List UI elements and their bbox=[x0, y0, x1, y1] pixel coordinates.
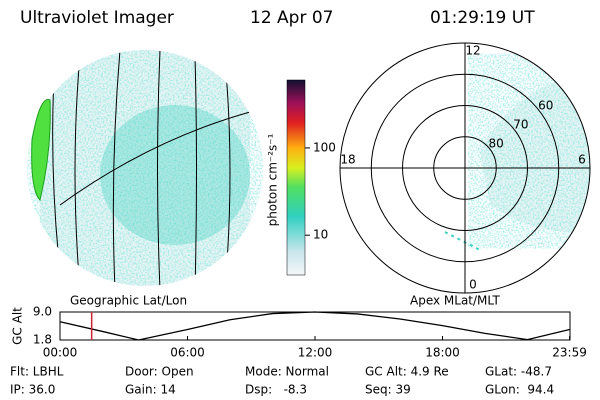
ring-label: 70 bbox=[513, 118, 528, 132]
ring-label: 60 bbox=[538, 99, 553, 113]
info-field: Mode: Normal bbox=[245, 365, 329, 379]
polar-ring bbox=[433, 136, 497, 200]
colorbar-label: photon cm⁻²s⁻¹ bbox=[266, 133, 280, 226]
altitude-line bbox=[59, 311, 570, 341]
title: Ultraviolet Imager bbox=[20, 8, 174, 28]
info-field: IP: 36.0 bbox=[10, 383, 55, 397]
colorbar-tick-label: 100 bbox=[313, 140, 336, 154]
geo-label: Geographic Lat/Lon bbox=[70, 294, 187, 308]
info-field: Gain: 14 bbox=[125, 383, 176, 397]
info-field: Seq: 39 bbox=[365, 383, 411, 397]
mlt-label: 12 bbox=[465, 44, 480, 58]
mlt-label: 6 bbox=[578, 153, 586, 167]
polar-image bbox=[444, 70, 590, 251]
info-field: Door: Open bbox=[125, 365, 194, 379]
x-tick-label: 23:59 bbox=[552, 346, 587, 360]
ring-label: 80 bbox=[488, 137, 503, 151]
mlt-label: 18 bbox=[340, 153, 355, 167]
info-field: GLat: -48.7 bbox=[485, 365, 552, 379]
alt-frame bbox=[59, 311, 571, 341]
x-tick-label: 12:00 bbox=[298, 346, 333, 360]
time: 01:29:19 UT bbox=[430, 8, 535, 28]
polar-ring bbox=[370, 73, 560, 263]
y-tick-label: 1.8 bbox=[33, 333, 52, 347]
x-tick-label: 18:00 bbox=[425, 346, 460, 360]
info-field: Flt: LBHL bbox=[10, 365, 64, 379]
coastline bbox=[31, 99, 51, 201]
mlt-label: 0 bbox=[469, 278, 477, 292]
info-field: Dsp: -8.3 bbox=[245, 383, 307, 397]
polar-label: Apex MLat/MLT bbox=[410, 294, 500, 308]
info-field: GC Alt: 4.9 Re bbox=[365, 365, 449, 379]
x-tick-label: 06:00 bbox=[170, 346, 205, 360]
date: 12 Apr 07 bbox=[250, 8, 333, 28]
geo-image bbox=[40, 50, 251, 286]
y-axis-label: GC Alt bbox=[11, 307, 25, 345]
polar-ring bbox=[402, 105, 528, 231]
colorbar bbox=[286, 79, 306, 276]
colorbar-tick-label: 10 bbox=[313, 228, 328, 242]
polar-outer-ring bbox=[339, 42, 591, 294]
x-tick-label: 00:00 bbox=[43, 346, 78, 360]
polar-axes bbox=[340, 43, 590, 293]
info-field: GLon: 94.4 bbox=[485, 383, 554, 397]
y-tick-label: 9.0 bbox=[33, 305, 52, 319]
